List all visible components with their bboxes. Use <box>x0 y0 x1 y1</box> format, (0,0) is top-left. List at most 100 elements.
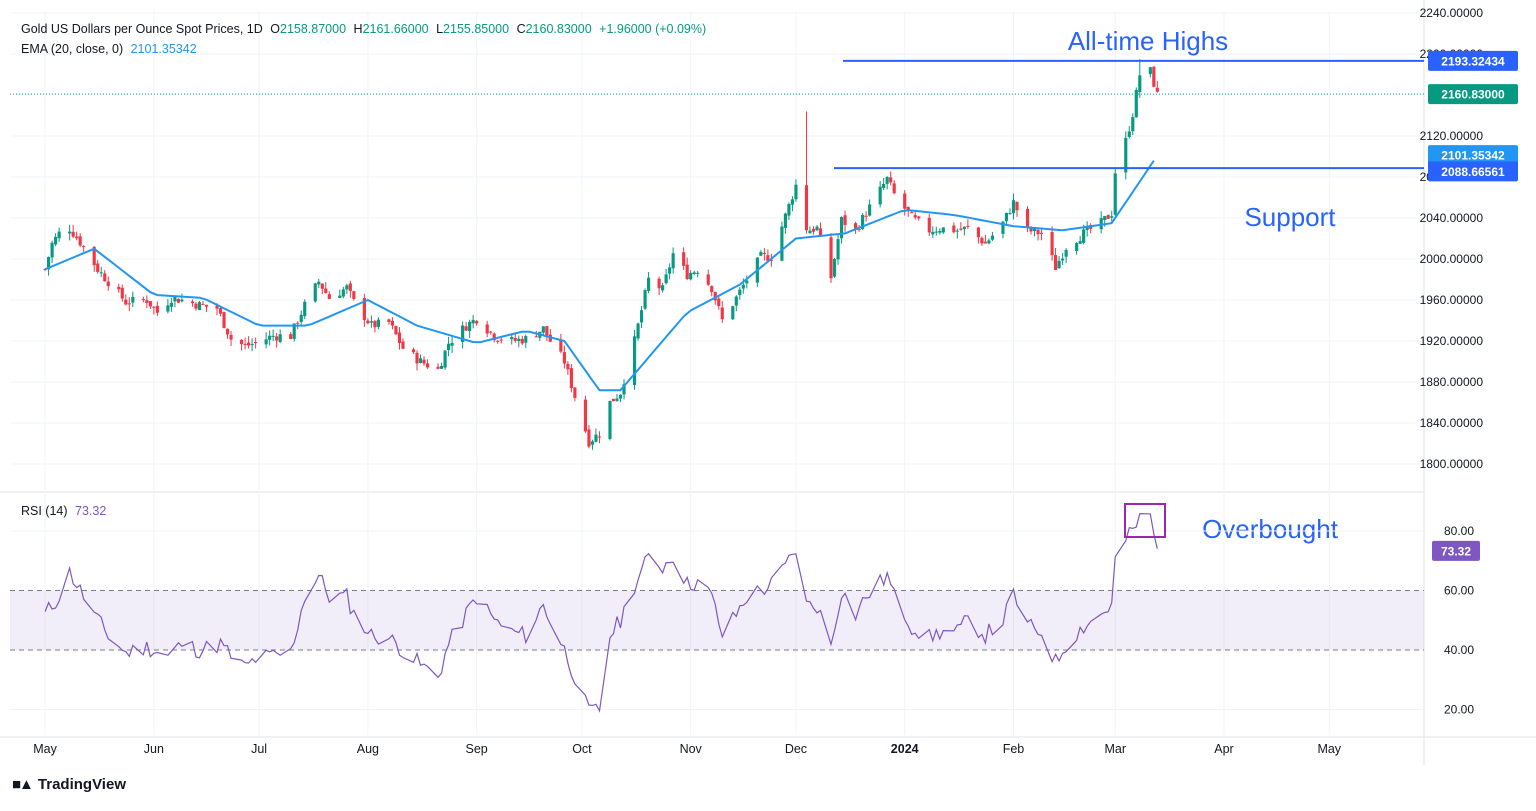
candle <box>82 245 86 252</box>
candle-body <box>352 291 356 299</box>
candle-body <box>913 215 917 218</box>
tradingview-logo[interactable]: ■▲ TradingView <box>12 776 126 793</box>
rsi-tick-label: 20.00 <box>1444 703 1474 717</box>
candle-body <box>878 186 882 205</box>
open-label: O <box>270 22 280 36</box>
candle-body <box>685 264 689 280</box>
candle <box>299 310 303 325</box>
candle <box>1050 226 1054 261</box>
candle <box>275 333 279 348</box>
candle <box>910 211 914 214</box>
candle <box>710 285 714 297</box>
candle-body <box>155 305 159 313</box>
candle-body <box>303 301 307 317</box>
candle <box>590 439 595 450</box>
candle <box>636 322 640 341</box>
last-price-tag-bg <box>1428 84 1518 105</box>
candle-body <box>794 184 798 200</box>
candle-body <box>296 322 300 324</box>
candle <box>843 210 847 232</box>
candle <box>124 294 128 306</box>
symbol-title: Gold US Dollars per Ounce Spot Prices, 1… <box>21 22 263 36</box>
candle-body <box>569 368 573 389</box>
candle <box>317 278 321 289</box>
candle <box>583 395 588 434</box>
ath-price-tag-bg <box>1428 50 1518 71</box>
candle <box>313 282 317 303</box>
candle-body <box>387 319 391 322</box>
candle-body <box>618 394 623 399</box>
candle-body <box>485 324 489 334</box>
candle-body <box>366 320 370 324</box>
candles <box>43 59 1159 450</box>
candle <box>811 226 816 235</box>
candle-body <box>818 228 823 236</box>
candle <box>524 334 528 348</box>
price-tick-label: 2240.00000 <box>1420 6 1484 20</box>
candle-body <box>180 299 184 302</box>
candle <box>731 305 735 321</box>
candle-body <box>124 299 128 305</box>
candle-body <box>1127 131 1131 137</box>
overbought-box <box>1124 503 1166 538</box>
candle-body <box>436 366 440 369</box>
candle-body <box>559 340 563 352</box>
candle <box>78 233 82 248</box>
candle-body <box>141 298 145 300</box>
candle <box>696 270 700 278</box>
candle-body <box>643 290 647 309</box>
high-value: 2161.66000 <box>362 22 429 36</box>
candle <box>54 233 58 247</box>
candle-body <box>418 358 423 363</box>
candle <box>913 211 917 220</box>
candle-body <box>1110 216 1114 218</box>
support-price-tag-text: 2088.66561 <box>1441 165 1505 179</box>
rsi-legend: RSI (14) 73.32 <box>21 504 110 518</box>
candle <box>218 306 223 317</box>
open-value: 2158.87000 <box>280 22 347 36</box>
candle-body <box>962 226 966 230</box>
candle-body <box>636 323 640 339</box>
candle-body <box>1106 215 1110 219</box>
candle-body <box>696 272 700 274</box>
candle <box>468 319 472 338</box>
candle-body <box>836 239 840 260</box>
time-tick-label: Mar <box>1104 742 1126 756</box>
rsi-tick-label: 40.00 <box>1444 643 1474 657</box>
candle <box>1148 66 1152 78</box>
candle-body <box>401 341 405 349</box>
candle-body <box>615 398 619 401</box>
candle-body <box>496 340 500 342</box>
candle-body <box>769 259 773 261</box>
candle <box>952 222 956 234</box>
candle-body <box>573 387 577 398</box>
candle <box>166 298 170 314</box>
candle-body <box>671 253 675 269</box>
candle-body <box>117 286 121 290</box>
candle-body <box>425 363 430 368</box>
candle-body <box>1152 66 1156 87</box>
candle <box>885 176 889 190</box>
candle-body <box>1155 87 1159 92</box>
candle <box>176 298 180 303</box>
candle-body <box>341 289 345 297</box>
rsi-tick-label: 60.00 <box>1444 584 1474 598</box>
candle-body <box>201 303 205 305</box>
candle <box>657 276 661 295</box>
candle <box>804 111 809 234</box>
candle <box>941 227 945 234</box>
candle <box>415 350 419 371</box>
candle-body <box>1061 258 1065 261</box>
candle <box>180 293 184 303</box>
candle <box>1004 212 1009 226</box>
candle <box>668 263 672 280</box>
low-label: L <box>436 22 444 36</box>
candle-body <box>120 287 124 299</box>
candle-body <box>524 336 528 343</box>
candle <box>271 329 275 342</box>
candle <box>127 297 131 312</box>
candle <box>197 300 202 311</box>
candle-body <box>864 215 868 217</box>
candle <box>320 283 324 295</box>
